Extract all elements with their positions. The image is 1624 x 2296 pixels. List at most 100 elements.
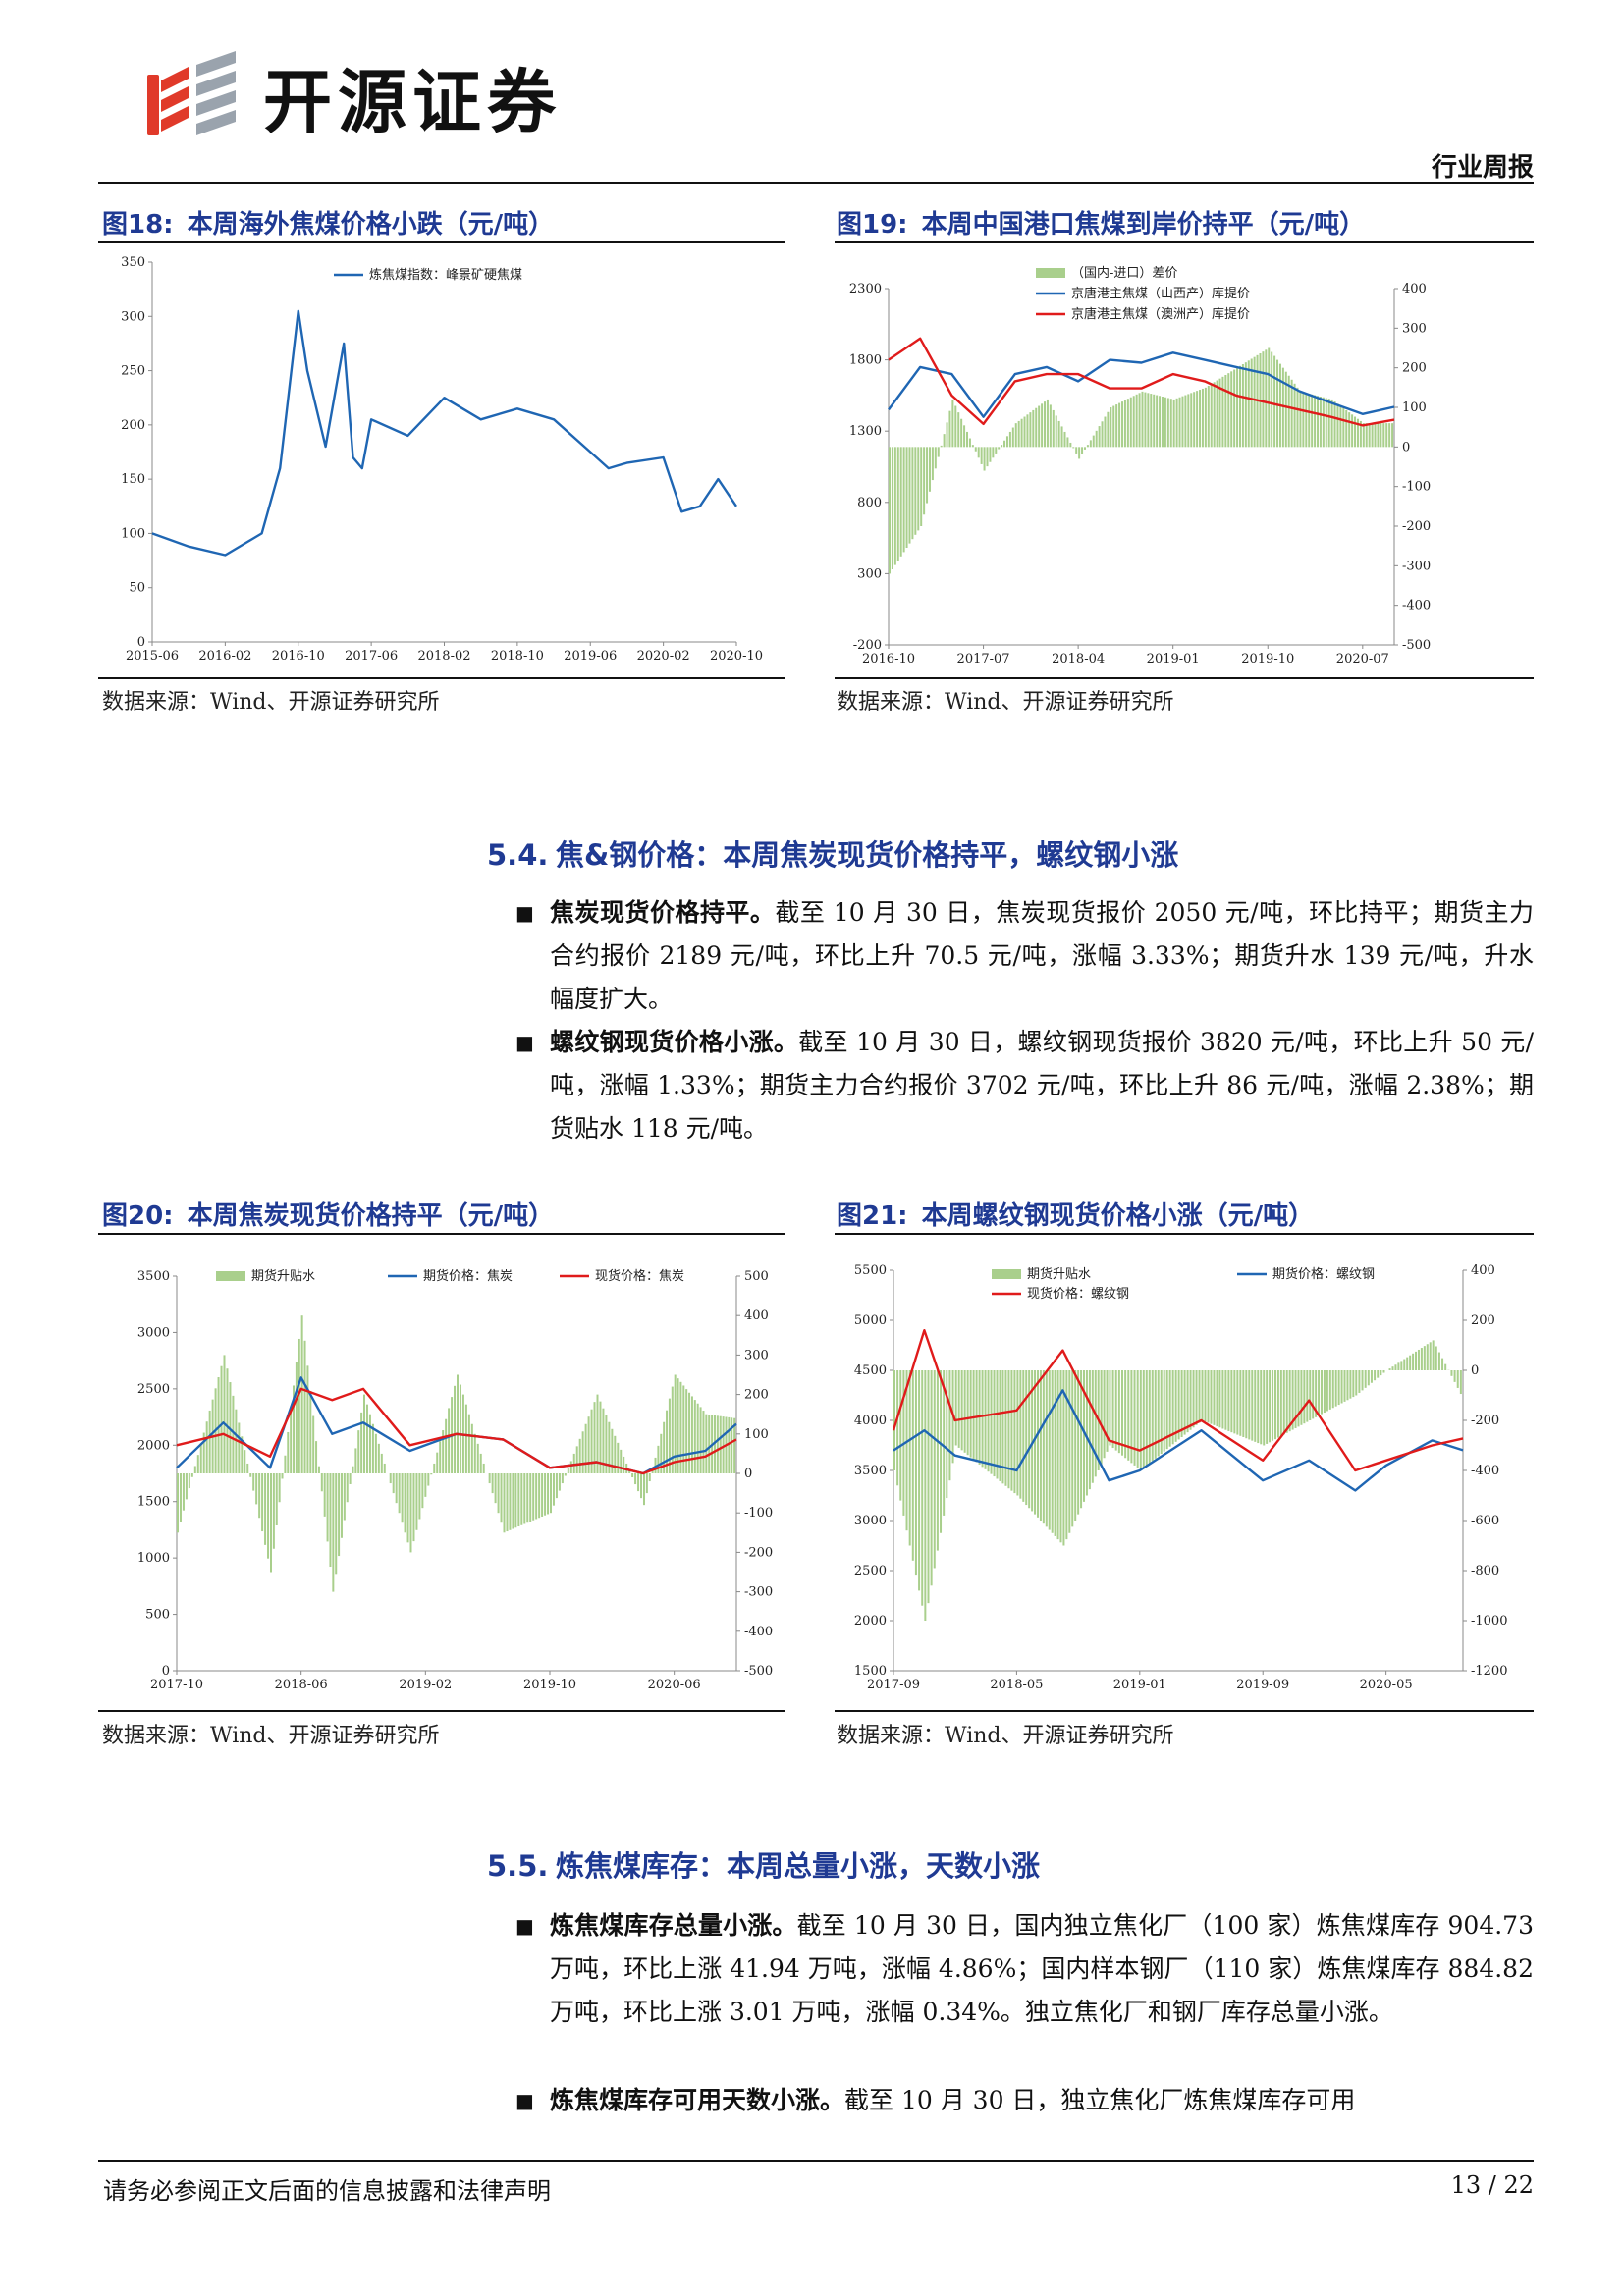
spread-bar — [1456, 1370, 1459, 1388]
spread-bar — [1147, 393, 1150, 448]
y-tick-label: 1300 — [849, 424, 882, 439]
spread-bar — [1311, 394, 1314, 448]
header-rule — [98, 182, 1534, 184]
spread-bar — [509, 1473, 512, 1530]
series-line — [151, 309, 737, 557]
spread-bar — [312, 1415, 315, 1473]
y-right-tick-label: -500 — [1402, 638, 1431, 653]
spread-bar — [918, 1370, 921, 1591]
spread-bar — [1063, 431, 1066, 448]
spread-bar — [954, 1370, 957, 1446]
spread-bar — [550, 1473, 552, 1514]
spread-bar — [535, 1473, 538, 1520]
x-tick-label: 2016-10 — [272, 649, 325, 664]
spread-bar — [1236, 367, 1239, 448]
x-tick-label: 2019-10 — [523, 1678, 576, 1692]
y-right-tick-label: 0 — [1402, 440, 1410, 454]
spread-bar — [980, 447, 983, 464]
spread-bar — [677, 1378, 679, 1473]
spread-bar — [1159, 396, 1162, 448]
spread-bar — [365, 1404, 368, 1473]
spread-bar — [1330, 399, 1333, 448]
spread-bar — [1136, 1370, 1139, 1468]
y-tick-label: 300 — [121, 309, 145, 324]
spread-bar — [1184, 395, 1187, 448]
y-right-tick-label: 200 — [1471, 1313, 1495, 1328]
bullet-square-icon: ■ — [515, 2089, 534, 2112]
spread-bar — [1080, 1370, 1083, 1509]
spread-bar — [309, 1390, 312, 1473]
spread-bar — [1276, 359, 1279, 448]
spread-bar — [1216, 1370, 1218, 1427]
legend-label: （国内-进口）差价 — [1071, 265, 1177, 281]
spread-bar — [343, 1473, 346, 1521]
y-tick-label: 5000 — [854, 1313, 887, 1328]
spread-bar — [966, 1370, 969, 1456]
spread-bar — [517, 1473, 520, 1527]
x-tick-label: 2018-02 — [417, 649, 470, 664]
spread-bar — [1377, 423, 1380, 448]
spread-bar — [503, 1473, 506, 1533]
spread-bar — [605, 1415, 608, 1473]
spread-bar — [360, 1412, 363, 1473]
spread-bar — [1453, 1370, 1456, 1382]
spread-bar — [690, 1396, 693, 1473]
spread-bar — [1241, 364, 1244, 448]
y-tick-label: 150 — [121, 472, 145, 487]
spread-bar — [1285, 1370, 1288, 1433]
y-tick-label: 100 — [121, 526, 145, 541]
spread-bar — [1145, 1370, 1148, 1467]
spread-bar — [383, 1463, 386, 1473]
spread-bar — [1245, 1370, 1248, 1439]
spread-bar — [1325, 398, 1327, 448]
spread-bar — [1273, 1370, 1276, 1440]
legend-label: 京唐港主焦煤（澳洲产）库提价 — [1071, 306, 1250, 322]
spread-bar — [270, 1473, 272, 1573]
spread-bar — [457, 1374, 459, 1473]
y-right-tick-label: 400 — [1402, 282, 1427, 296]
spread-bar — [377, 1443, 380, 1473]
spread-bar — [645, 1473, 648, 1494]
spread-bar — [960, 1370, 963, 1451]
spread-bar — [352, 1466, 354, 1473]
spread-bar — [1150, 394, 1153, 448]
spread-bar — [555, 1473, 558, 1499]
spread-bar — [1302, 392, 1305, 448]
fig20-title: 图20: 本周焦炭现货价格持平（元/吨） — [102, 1196, 554, 1232]
x-tick-label: 2019-09 — [1236, 1678, 1289, 1692]
spread-bar — [1017, 420, 1020, 448]
spread-bar — [1224, 375, 1227, 448]
spread-bar — [467, 1414, 470, 1473]
spread-bar — [1382, 423, 1385, 448]
spread-bar — [908, 447, 911, 544]
spread-bar — [696, 1403, 699, 1473]
spread-bar — [1201, 1370, 1204, 1420]
spread-bar — [663, 1421, 666, 1473]
spread-bar — [349, 1473, 352, 1484]
spread-bar — [1435, 1346, 1437, 1370]
spread-bar — [657, 1445, 660, 1473]
spread-bar — [1417, 1349, 1420, 1370]
spread-bar — [984, 1370, 987, 1469]
spread-bar — [445, 1418, 448, 1473]
spread-bar — [306, 1365, 309, 1473]
y-right-tick-label: -300 — [744, 1585, 773, 1600]
spread-bar — [1016, 1370, 1019, 1496]
y-right-tick-label: -200 — [744, 1545, 773, 1560]
spread-bar — [620, 1449, 623, 1473]
fig19-top-rule — [835, 241, 1534, 243]
spread-bar — [1293, 383, 1296, 448]
spread-bar — [1169, 399, 1172, 448]
spread-bar — [290, 1409, 293, 1473]
spread-bar — [1204, 1370, 1207, 1422]
spread-bar — [1168, 1370, 1171, 1447]
section-5-5-bullet-2: ■ 炼焦煤库存可用天数小涨。截至 10 月 30 日，独立焦化厂炼焦煤库存可用 — [515, 2079, 1534, 2122]
spread-bar — [1014, 423, 1017, 448]
spread-bar — [1044, 401, 1047, 448]
fig20-caption: 本周焦炭现货价格持平（元/吨） — [187, 1201, 555, 1231]
spread-bar — [631, 1473, 634, 1478]
spread-bar — [1316, 396, 1319, 448]
spread-bar — [494, 1473, 497, 1504]
spread-bar — [315, 1441, 318, 1473]
